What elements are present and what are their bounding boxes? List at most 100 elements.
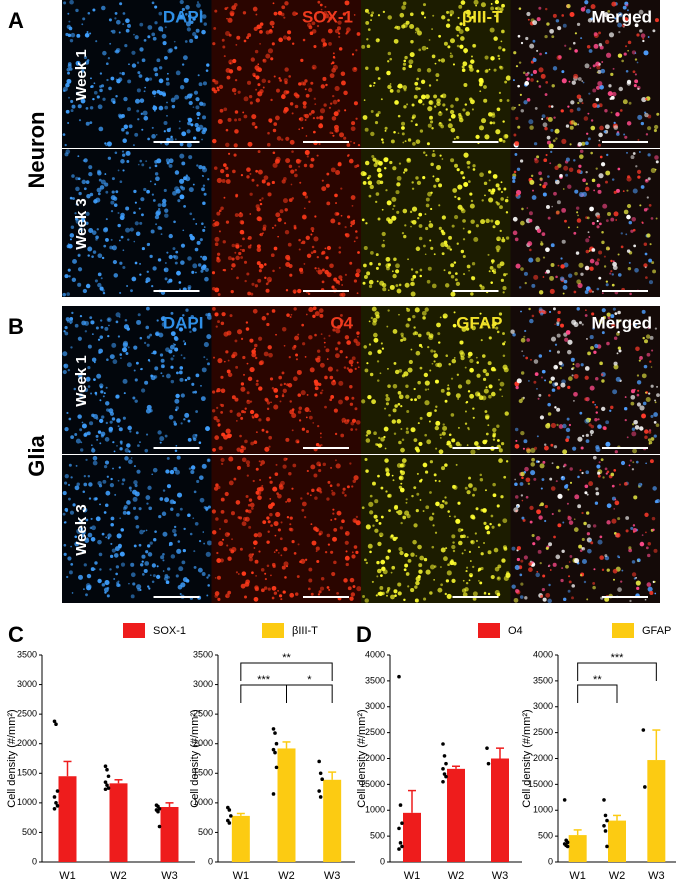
- cell: [496, 249, 500, 253]
- cell: [589, 539, 592, 542]
- bracket: [286, 684, 333, 703]
- cell: [175, 250, 179, 254]
- cell: [601, 61, 604, 63]
- cell: [314, 333, 317, 337]
- cell: [228, 456, 234, 462]
- cell: [590, 541, 594, 545]
- cell: [85, 518, 89, 522]
- cell: [202, 175, 204, 177]
- cell: [542, 122, 548, 128]
- cell: [422, 103, 425, 106]
- cell: [219, 210, 221, 212]
- cell: [338, 283, 341, 285]
- cell: [490, 6, 495, 11]
- cell: [480, 552, 484, 556]
- cell: [375, 200, 378, 204]
- cell: [499, 7, 504, 12]
- data-point: [274, 765, 279, 770]
- cell: [163, 121, 168, 126]
- cell: [266, 407, 270, 411]
- cell: [496, 592, 501, 597]
- cell: [70, 545, 72, 548]
- cell: [152, 36, 157, 41]
- cell: [536, 155, 540, 159]
- cell: [265, 30, 270, 35]
- y-tick-label: 1000: [533, 805, 553, 815]
- cell: [540, 179, 543, 182]
- cell: [444, 463, 448, 467]
- cell: [255, 490, 260, 495]
- cell: [439, 437, 442, 439]
- cell: [170, 365, 174, 369]
- cell: [577, 436, 583, 442]
- micrograph: [62, 455, 212, 603]
- cell: [281, 327, 287, 332]
- cell: [114, 151, 118, 154]
- cell: [115, 565, 120, 569]
- x-tick-label: W3: [161, 870, 178, 882]
- cell: [161, 202, 167, 208]
- cell: [609, 409, 612, 412]
- cell: [631, 423, 635, 426]
- cell: [556, 333, 561, 338]
- cell: [460, 534, 464, 539]
- cell: [370, 251, 374, 255]
- cell: [382, 566, 385, 570]
- cell: [567, 488, 570, 491]
- y-tick-label: 2500: [533, 727, 553, 737]
- cell: [456, 168, 460, 172]
- cell: [409, 210, 413, 214]
- cell: [531, 457, 535, 462]
- cell: [635, 346, 640, 352]
- cell: [428, 100, 433, 105]
- cell: [414, 598, 419, 603]
- cell: [636, 393, 640, 397]
- cell: [588, 418, 592, 421]
- cell: [532, 39, 536, 43]
- cell: [497, 239, 499, 241]
- cell: [515, 588, 520, 594]
- cell: [406, 410, 410, 414]
- cell: [295, 358, 299, 361]
- cell: [454, 163, 458, 168]
- cell: [584, 314, 588, 317]
- cell: [492, 270, 497, 275]
- cell: [615, 219, 618, 221]
- data-point: [227, 808, 232, 812]
- cell: [593, 32, 598, 37]
- cell: [542, 597, 547, 602]
- cell: [78, 574, 84, 580]
- cell: [611, 323, 616, 328]
- cell: [220, 509, 225, 514]
- cell: [242, 446, 247, 451]
- cell: [483, 85, 487, 89]
- cell: [113, 450, 116, 453]
- cell: [145, 408, 151, 414]
- cell: [417, 68, 422, 73]
- cell: [495, 183, 500, 188]
- cell: [634, 425, 640, 430]
- cell: [157, 208, 161, 211]
- cell: [571, 319, 577, 325]
- cell: [310, 81, 314, 85]
- cell: [402, 515, 407, 520]
- cell: [163, 576, 169, 581]
- cell: [329, 102, 333, 105]
- cell: [206, 540, 212, 546]
- cell: [441, 231, 446, 236]
- cell: [143, 568, 148, 574]
- cell: [492, 427, 497, 433]
- cell: [632, 70, 636, 74]
- cell: [156, 89, 161, 94]
- cell: [231, 263, 236, 268]
- cell: [483, 98, 488, 103]
- cell: [338, 250, 342, 254]
- cell: [492, 174, 498, 179]
- cell: [75, 8, 79, 13]
- cell: [110, 542, 113, 545]
- cell: [260, 568, 265, 572]
- cell: [269, 20, 275, 26]
- cell: [498, 57, 501, 60]
- cell: [336, 592, 339, 595]
- cell: [625, 233, 628, 236]
